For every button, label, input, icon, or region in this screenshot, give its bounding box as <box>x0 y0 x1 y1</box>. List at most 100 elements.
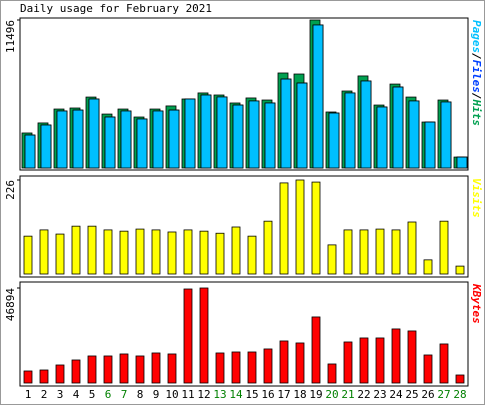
bar <box>279 182 289 275</box>
bar <box>56 110 68 169</box>
bar <box>88 98 100 169</box>
bar <box>40 124 52 169</box>
bar <box>359 337 369 384</box>
bar <box>280 78 292 169</box>
x-tick-label: 26 <box>421 388 434 401</box>
bar <box>248 100 260 169</box>
x-tick-label: 13 <box>213 388 226 401</box>
x-tick-label: 10 <box>165 388 178 401</box>
bar <box>327 244 337 275</box>
legend-separator: / <box>470 93 483 100</box>
bar <box>279 340 289 384</box>
bar <box>120 110 132 169</box>
y-tick-label: 46894 <box>4 288 17 321</box>
bar <box>455 265 465 275</box>
x-tick-label: 7 <box>121 388 128 401</box>
bar <box>312 24 324 169</box>
bar <box>55 364 65 384</box>
bar <box>439 220 449 275</box>
bar <box>152 110 164 169</box>
bar <box>376 106 388 169</box>
bar <box>200 94 212 169</box>
bar <box>440 101 452 169</box>
bar <box>375 228 385 275</box>
bar <box>39 369 49 384</box>
bar <box>72 109 84 169</box>
x-tick-label: 18 <box>293 388 306 401</box>
bar <box>135 355 145 384</box>
bar <box>151 352 161 384</box>
x-tick-label: 9 <box>153 388 160 401</box>
x-tick-label: 16 <box>261 388 274 401</box>
legend: KBytes <box>470 283 483 324</box>
bar <box>264 102 276 169</box>
x-tick-label: 27 <box>437 388 450 401</box>
bar <box>407 330 417 384</box>
bar <box>456 156 468 169</box>
legend-separator: / <box>470 53 483 60</box>
bar <box>87 225 97 275</box>
bar <box>199 287 209 384</box>
x-tick-label: 5 <box>89 388 96 401</box>
bar <box>232 104 244 169</box>
bar <box>391 229 401 275</box>
bar <box>136 118 148 169</box>
x-tick-label: 15 <box>245 388 258 401</box>
bar <box>392 86 404 169</box>
bar <box>23 370 33 384</box>
bar <box>424 121 436 169</box>
bar <box>104 116 116 169</box>
bar <box>423 354 433 384</box>
bar <box>135 228 145 275</box>
bar <box>360 80 372 169</box>
x-tick-label: 22 <box>357 388 370 401</box>
legend-entry: Visits <box>470 178 483 218</box>
bar <box>119 230 129 275</box>
x-tick-label: 21 <box>341 388 354 401</box>
x-tick-label: 19 <box>309 388 322 401</box>
bar <box>296 82 308 169</box>
bar <box>231 226 241 275</box>
bar <box>344 92 356 169</box>
bar <box>295 342 305 384</box>
bar <box>408 100 420 169</box>
bar <box>343 229 353 275</box>
x-tick-label: 20 <box>325 388 338 401</box>
x-tick-label: 23 <box>373 388 386 401</box>
x-tick-label: 17 <box>277 388 290 401</box>
bar <box>168 109 180 169</box>
chart-title: Daily usage for February 2021 <box>20 2 212 15</box>
bar <box>423 259 433 275</box>
legend-entry: Pages <box>470 20 483 53</box>
x-tick-label: 3 <box>57 388 64 401</box>
bar <box>295 179 305 275</box>
bar <box>359 229 369 275</box>
bar <box>231 351 241 384</box>
legend-entry: Files <box>470 60 483 93</box>
bar <box>263 348 273 384</box>
bar <box>343 341 353 384</box>
bar <box>55 233 65 275</box>
bar <box>184 98 196 169</box>
bar <box>328 112 340 169</box>
bar <box>215 352 225 384</box>
bar <box>311 181 321 275</box>
bar <box>119 353 129 384</box>
bar <box>87 355 97 384</box>
bar <box>327 363 337 384</box>
x-tick-label: 12 <box>197 388 210 401</box>
bar <box>183 288 193 384</box>
bar <box>199 230 209 275</box>
bar <box>263 220 273 275</box>
bar <box>24 134 36 169</box>
bar <box>167 231 177 275</box>
bar <box>375 337 385 384</box>
x-tick-label: 4 <box>73 388 80 401</box>
y-tick-label: 226 <box>4 180 17 200</box>
legend-entry: Hits <box>470 99 483 127</box>
x-tick-label: 24 <box>389 388 403 401</box>
x-tick-label: 2 <box>41 388 48 401</box>
bar <box>311 316 321 384</box>
panel <box>19 175 469 278</box>
